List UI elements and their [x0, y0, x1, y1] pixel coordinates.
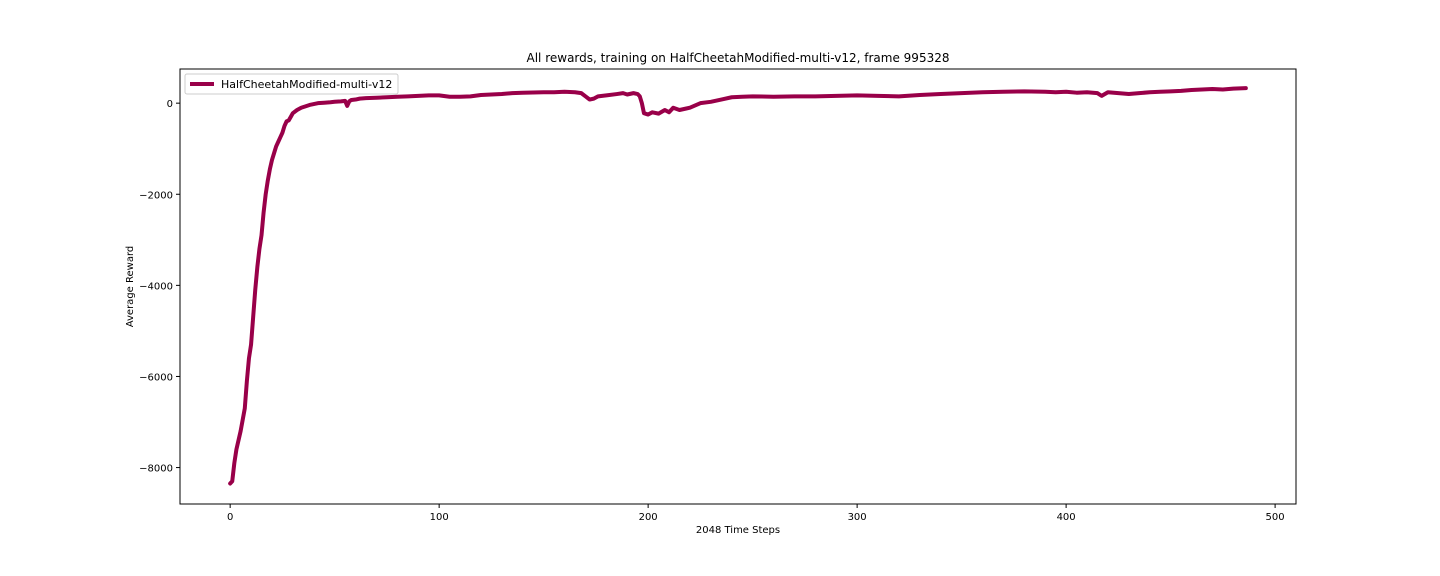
- chart-title: All rewards, training on HalfCheetahModi…: [527, 51, 950, 65]
- x-axis: 0 100 200 300 400 500: [227, 504, 1285, 523]
- x-tick-label: 300: [848, 512, 867, 523]
- plot-area: [179, 68, 1297, 505]
- legend-label: HalfCheetahModified-multi-v12: [221, 78, 392, 91]
- y-axis: −8000 −6000 −4000 −2000 0: [139, 99, 180, 475]
- legend-box: [184, 73, 399, 95]
- y-tick-label: −2000: [139, 190, 173, 201]
- x-tick-label: 500: [1266, 512, 1285, 523]
- series-line-0: [228, 86, 1248, 486]
- x-tick-label: 200: [639, 512, 658, 523]
- plot-frame: [179, 68, 1297, 505]
- y-tick-label: −4000: [139, 281, 173, 292]
- x-tick-label: 400: [1057, 512, 1076, 523]
- legend: HalfCheetahModified-multi-v12: [184, 73, 399, 95]
- y-axis-label: Average Reward: [125, 246, 136, 327]
- y-tick-label: −6000: [139, 372, 173, 383]
- x-axis-label: 2048 Time Steps: [696, 525, 780, 536]
- x-tick-label: 100: [430, 512, 449, 523]
- y-tick-label: −8000: [139, 464, 173, 475]
- x-tick-label: 0: [227, 512, 233, 523]
- y-tick-label: 0: [167, 99, 173, 110]
